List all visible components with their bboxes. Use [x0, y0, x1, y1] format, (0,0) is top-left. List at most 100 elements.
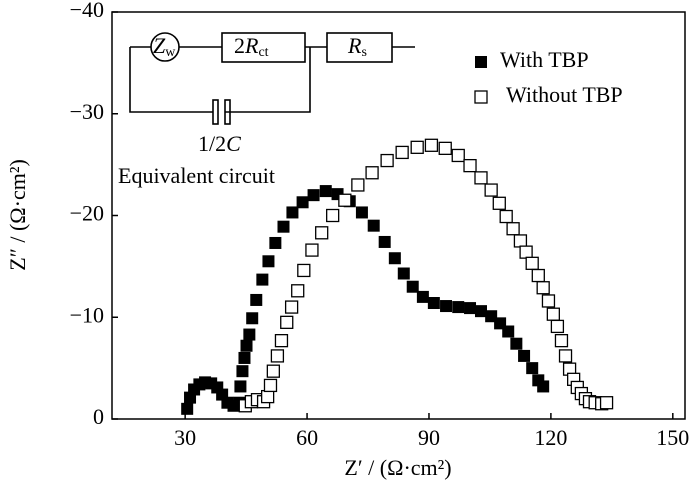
point — [305, 243, 319, 257]
point — [424, 138, 439, 152]
x-tick-label: 90 — [418, 425, 440, 450]
point — [243, 328, 256, 341]
legend-label: With TBP — [500, 47, 589, 72]
point — [365, 166, 379, 180]
point — [416, 290, 429, 303]
point — [284, 300, 299, 314]
point — [474, 305, 487, 318]
point — [502, 325, 515, 338]
point — [263, 378, 278, 393]
point — [440, 300, 453, 313]
point — [296, 196, 309, 209]
circuit-element — [150, 32, 180, 62]
point — [525, 256, 539, 270]
point — [518, 349, 531, 362]
point — [484, 183, 498, 197]
x-tick-label: 150 — [656, 425, 689, 450]
point — [266, 364, 280, 378]
point — [355, 206, 368, 219]
point — [558, 349, 573, 363]
point — [531, 268, 545, 283]
plot-frame — [111, 11, 686, 420]
point — [550, 319, 565, 334]
point — [463, 158, 477, 173]
label-part: 2 — [234, 33, 245, 58]
x-tick-label: 30 — [174, 425, 196, 450]
point — [397, 267, 410, 280]
point — [526, 362, 539, 375]
point — [274, 334, 289, 348]
point — [519, 245, 533, 259]
point — [181, 402, 194, 415]
point — [599, 396, 614, 410]
y-tick-label: −20 — [70, 201, 104, 226]
point — [452, 301, 465, 314]
point — [319, 185, 332, 198]
label-part: ct — [258, 45, 268, 60]
point — [554, 334, 569, 348]
circuit-wires — [129, 46, 415, 113]
point — [250, 293, 263, 306]
legend-label: Without TBP — [506, 82, 623, 107]
point — [427, 297, 440, 310]
point — [499, 209, 513, 224]
point — [464, 302, 477, 315]
circuit-caption: Equivalent circuit — [118, 163, 275, 188]
circuit-element — [224, 99, 231, 125]
point — [236, 365, 249, 378]
point — [338, 193, 352, 207]
point — [546, 307, 560, 321]
circuit-label: 1/2C — [198, 131, 241, 156]
label-part: Z — [153, 33, 166, 58]
label-part: C — [226, 131, 241, 156]
circuit-diagram: Zw 2Rct Rs 1/2C Equivalent circuit — [118, 32, 415, 188]
label-part: R — [244, 33, 259, 58]
point — [326, 208, 340, 223]
circuit-label: 2Rct — [234, 33, 269, 60]
legend-marker — [474, 90, 488, 104]
point — [351, 178, 365, 192]
label-part: R — [347, 33, 362, 58]
point — [506, 222, 520, 236]
x-axis-label: Z′ / (Ω·cm²) — [344, 455, 451, 480]
label-part: w — [165, 45, 176, 60]
point — [240, 339, 253, 352]
y-axis-label: Z″ / (Ω·cm²) — [5, 159, 30, 271]
point — [537, 380, 550, 393]
label-part: s — [361, 45, 366, 60]
point — [513, 234, 528, 248]
circuit-element — [221, 32, 306, 63]
y-tick-label: 0 — [93, 404, 104, 429]
point — [280, 315, 294, 329]
point — [269, 236, 282, 249]
point — [492, 196, 506, 210]
circuit-element — [212, 99, 219, 125]
point — [262, 255, 275, 268]
point — [291, 284, 305, 298]
point — [260, 389, 275, 404]
circuit-element — [326, 32, 393, 63]
point — [315, 226, 329, 240]
point — [380, 153, 394, 168]
point — [378, 235, 391, 248]
point — [286, 206, 299, 219]
point — [474, 171, 488, 185]
point — [277, 220, 290, 233]
point — [307, 189, 320, 202]
point — [270, 349, 285, 363]
point — [510, 337, 523, 350]
point — [536, 281, 550, 295]
circuit-label: Zw — [153, 33, 176, 60]
point — [410, 140, 424, 154]
legend-marker — [475, 56, 487, 68]
x-tick-label: 120 — [534, 425, 567, 450]
point — [297, 263, 311, 278]
point — [367, 219, 380, 232]
y-tick-label: −30 — [70, 99, 104, 124]
point — [238, 351, 251, 364]
point — [541, 294, 556, 308]
point — [388, 252, 401, 265]
point — [395, 145, 409, 160]
